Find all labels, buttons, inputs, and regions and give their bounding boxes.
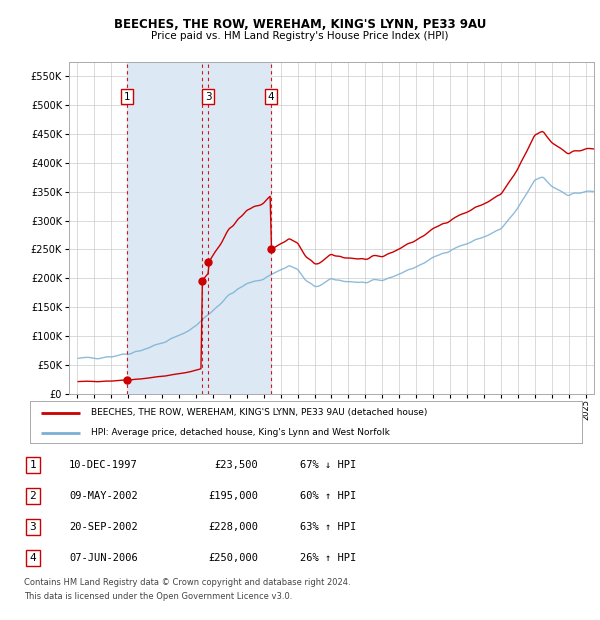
Text: 07-JUN-2006: 07-JUN-2006 <box>69 553 138 563</box>
Point <box>122 375 132 385</box>
Text: £250,000: £250,000 <box>208 553 258 563</box>
Point <box>197 277 207 286</box>
Text: 10-DEC-1997: 10-DEC-1997 <box>69 460 138 470</box>
Text: 63% ↑ HPI: 63% ↑ HPI <box>300 522 356 532</box>
Text: £228,000: £228,000 <box>208 522 258 532</box>
Text: 3: 3 <box>205 92 212 102</box>
Text: 1: 1 <box>29 460 37 470</box>
Text: 3: 3 <box>29 522 37 532</box>
Text: 26% ↑ HPI: 26% ↑ HPI <box>300 553 356 563</box>
Point <box>266 244 276 254</box>
Text: 2: 2 <box>29 491 37 501</box>
Text: 09-MAY-2002: 09-MAY-2002 <box>69 491 138 501</box>
Bar <box>127 62 271 394</box>
Text: 4: 4 <box>268 92 275 102</box>
Text: £23,500: £23,500 <box>214 460 258 470</box>
Text: BEECHES, THE ROW, WEREHAM, KING'S LYNN, PE33 9AU: BEECHES, THE ROW, WEREHAM, KING'S LYNN, … <box>114 19 486 31</box>
Text: This data is licensed under the Open Government Licence v3.0.: This data is licensed under the Open Gov… <box>24 592 292 601</box>
Text: 20-SEP-2002: 20-SEP-2002 <box>69 522 138 532</box>
Text: 67% ↓ HPI: 67% ↓ HPI <box>300 460 356 470</box>
Text: £195,000: £195,000 <box>208 491 258 501</box>
Text: 4: 4 <box>29 553 37 563</box>
Text: Price paid vs. HM Land Registry's House Price Index (HPI): Price paid vs. HM Land Registry's House … <box>151 31 449 41</box>
Text: 60% ↑ HPI: 60% ↑ HPI <box>300 491 356 501</box>
Text: BEECHES, THE ROW, WEREHAM, KING'S LYNN, PE33 9AU (detached house): BEECHES, THE ROW, WEREHAM, KING'S LYNN, … <box>91 409 427 417</box>
Text: HPI: Average price, detached house, King's Lynn and West Norfolk: HPI: Average price, detached house, King… <box>91 428 389 437</box>
Point <box>203 257 213 267</box>
Text: 1: 1 <box>124 92 131 102</box>
Text: Contains HM Land Registry data © Crown copyright and database right 2024.: Contains HM Land Registry data © Crown c… <box>24 578 350 587</box>
